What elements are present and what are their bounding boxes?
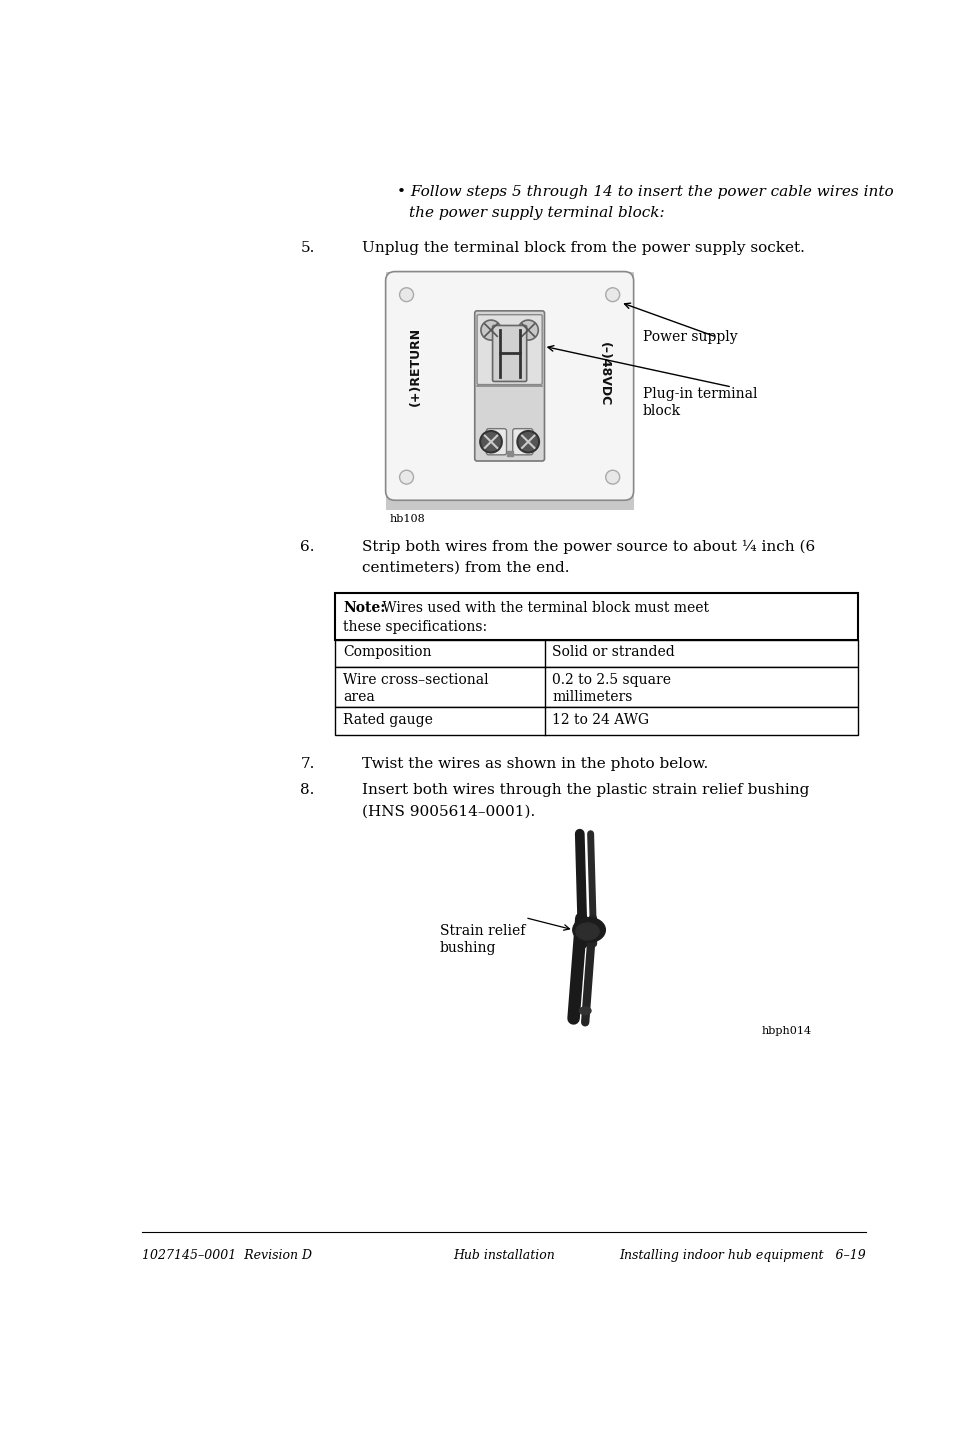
Circle shape bbox=[606, 470, 619, 484]
FancyBboxPatch shape bbox=[513, 429, 532, 454]
Text: hb108: hb108 bbox=[390, 514, 425, 524]
Text: 12 to 24 AWG: 12 to 24 AWG bbox=[552, 713, 650, 727]
FancyBboxPatch shape bbox=[487, 429, 506, 454]
Text: Composition: Composition bbox=[343, 644, 432, 659]
Circle shape bbox=[400, 470, 413, 484]
Bar bbox=[335, 707, 859, 735]
Text: millimeters: millimeters bbox=[552, 690, 633, 703]
Text: (HNS 9005614–0001).: (HNS 9005614–0001). bbox=[362, 805, 535, 819]
Text: these specifications:: these specifications: bbox=[343, 620, 488, 633]
Circle shape bbox=[480, 432, 502, 453]
Text: Strain relief: Strain relief bbox=[440, 923, 526, 937]
Ellipse shape bbox=[575, 923, 599, 940]
Ellipse shape bbox=[573, 917, 606, 942]
Text: • Follow steps 5 through 14 to insert the power cable wires into: • Follow steps 5 through 14 to insert th… bbox=[398, 186, 894, 199]
Text: 8.: 8. bbox=[300, 783, 315, 797]
Bar bbox=[335, 640, 859, 667]
Bar bbox=[335, 667, 859, 707]
Text: Insert both wires through the plastic strain relief bushing: Insert both wires through the plastic st… bbox=[362, 783, 810, 797]
Circle shape bbox=[518, 432, 539, 453]
Bar bbox=[506, 452, 513, 456]
Circle shape bbox=[481, 320, 501, 340]
Text: area: area bbox=[343, 690, 375, 703]
Text: 7.: 7. bbox=[300, 757, 315, 770]
Text: Rated gauge: Rated gauge bbox=[343, 713, 433, 727]
Text: Strip both wires from the power source to about ¼ inch (6: Strip both wires from the power source t… bbox=[362, 540, 816, 554]
FancyBboxPatch shape bbox=[477, 314, 542, 384]
Ellipse shape bbox=[579, 1007, 591, 1015]
Text: Hub installation: Hub installation bbox=[453, 1249, 555, 1262]
FancyBboxPatch shape bbox=[492, 326, 527, 382]
Text: Note:: Note: bbox=[343, 602, 385, 614]
Text: Wire cross–sectional: Wire cross–sectional bbox=[343, 673, 488, 687]
Circle shape bbox=[606, 287, 619, 302]
Text: Power supply: Power supply bbox=[643, 330, 738, 344]
Text: block: block bbox=[643, 404, 681, 419]
Text: Installing indoor hub equipment   6–19: Installing indoor hub equipment 6–19 bbox=[619, 1249, 867, 1262]
FancyBboxPatch shape bbox=[475, 312, 544, 462]
Text: Wires used with the terminal block must meet: Wires used with the terminal block must … bbox=[378, 602, 709, 614]
Text: Solid or stranded: Solid or stranded bbox=[552, 644, 675, 659]
Text: 5.: 5. bbox=[300, 240, 315, 254]
Text: 0.2 to 2.5 square: 0.2 to 2.5 square bbox=[552, 673, 671, 687]
Text: bushing: bushing bbox=[440, 940, 496, 955]
Text: (+)RETURN: (+)RETURN bbox=[408, 327, 421, 406]
Circle shape bbox=[518, 320, 538, 340]
Text: hbph014: hbph014 bbox=[761, 1026, 812, 1036]
Text: Plug-in terminal: Plug-in terminal bbox=[643, 387, 757, 402]
Text: the power supply terminal block:: the power supply terminal block: bbox=[409, 206, 664, 220]
Text: centimeters) from the end.: centimeters) from the end. bbox=[362, 562, 570, 574]
Text: 6.: 6. bbox=[300, 540, 315, 553]
Text: Twist the wires as shown in the photo below.: Twist the wires as shown in the photo be… bbox=[362, 757, 708, 770]
FancyBboxPatch shape bbox=[386, 272, 634, 510]
Bar bbox=[335, 593, 859, 640]
Text: 1027145–0001  Revision D: 1027145–0001 Revision D bbox=[142, 1249, 312, 1262]
Text: (–)48VDC: (–)48VDC bbox=[598, 343, 611, 406]
FancyBboxPatch shape bbox=[386, 272, 634, 500]
Circle shape bbox=[400, 287, 413, 302]
Text: Unplug the terminal block from the power supply socket.: Unplug the terminal block from the power… bbox=[362, 240, 805, 254]
